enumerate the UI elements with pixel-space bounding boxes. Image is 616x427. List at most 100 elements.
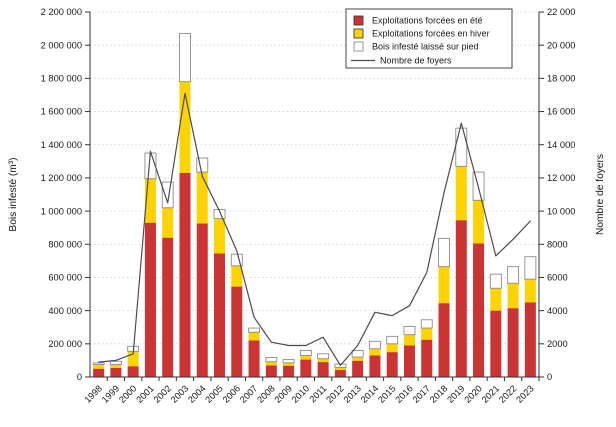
bar-segment-2007-series3	[248, 327, 261, 333]
bar-segment-2004-series1	[196, 223, 208, 377]
bar-segment-2007-series2	[248, 332, 260, 341]
bar-segment-2007-series1	[248, 340, 260, 377]
x-tick-label-2020: 2020	[462, 383, 484, 405]
bar-segment-2022-series3	[507, 266, 520, 284]
bar-segment-2015-series2	[386, 343, 398, 353]
bar-segment-2002-series3	[161, 181, 174, 209]
x-tick-label-2017: 2017	[411, 383, 433, 405]
y-tick-label-left: 200 000	[48, 339, 82, 349]
bar-segment-2014-series3	[368, 340, 381, 350]
bar-segment-2004-series3	[196, 157, 209, 173]
x-tick-label-2018: 2018	[428, 383, 450, 405]
x-tick-label-2008: 2008	[255, 383, 277, 405]
y-tick-label-left: 400 000	[48, 306, 82, 316]
y-tick-label-right: 4000	[547, 306, 568, 316]
y-tick-label-left: 1 600 000	[41, 107, 82, 117]
y-tick-label-right: 18 000	[547, 74, 575, 84]
foyers-line	[97, 92, 532, 366]
bar-segment-2010-series2	[300, 355, 312, 360]
x-tick-label-2013: 2013	[342, 383, 364, 405]
x-tick-label-2007: 2007	[238, 383, 260, 405]
x-tick-label-2019: 2019	[445, 383, 467, 405]
bar-segment-2020-series2	[473, 200, 485, 244]
legend-swatch-3	[353, 41, 364, 52]
bar-segment-2003-series1	[179, 172, 191, 377]
bar-segment-2016-series1	[403, 345, 415, 377]
bar-segment-2010-series3	[299, 350, 312, 356]
bar-segment-2008-series3	[265, 356, 278, 363]
bar-segment-2005-series1	[214, 253, 226, 377]
bar-segment-2000-series2	[127, 351, 139, 367]
x-tick-label-2011: 2011	[308, 383, 329, 404]
bar-segment-1998-series3	[92, 362, 105, 366]
bar-segment-2021-series1	[490, 310, 502, 377]
bar-segment-2003-series2	[179, 81, 191, 173]
x-tick-label-2015: 2015	[376, 383, 398, 405]
legend-label-1: Exploitations forcées en été	[372, 16, 483, 26]
x-tick-label-1999: 1999	[100, 383, 122, 405]
x-tick-label-2022: 2022	[497, 383, 519, 405]
bar-segment-2018-series2	[438, 266, 450, 304]
bar-segment-2022-series2	[507, 283, 519, 309]
legend-swatch-2	[353, 28, 364, 39]
x-tick-label-2005: 2005	[203, 383, 225, 405]
bar-segment-1999-series2	[110, 364, 122, 368]
x-tick-label-2023: 2023	[514, 383, 536, 405]
bar-segment-2015-series3	[386, 335, 399, 345]
x-tick-label-2014: 2014	[359, 383, 381, 405]
y-tick-label-left: 600 000	[48, 273, 82, 283]
x-tick-label-2021: 2021	[480, 383, 502, 405]
y-tick-label-right: 8000	[547, 239, 568, 249]
bar-segment-1999-series1	[110, 367, 122, 377]
bar-segment-2016-series3	[403, 325, 416, 336]
bar-segment-2009-series3	[282, 359, 295, 364]
y-tick-label-left: 800 000	[48, 239, 82, 249]
legend-label-3: Bois infesté laissé sur pied	[372, 42, 479, 52]
bar-segment-1998-series2	[93, 364, 105, 369]
x-tick-label-2006: 2006	[221, 383, 243, 405]
legend-box	[345, 8, 513, 69]
bar-segment-2005-series3	[213, 208, 226, 220]
legend-swatch-1	[353, 15, 364, 26]
bar-segment-2006-series2	[231, 265, 243, 287]
bar-segment-1999-series3	[109, 360, 122, 366]
bar-segment-2013-series3	[351, 350, 364, 358]
y-tick-label-right: 16 000	[547, 107, 575, 117]
bar-segment-2006-series1	[231, 286, 243, 377]
y-axis-title-left: Bois infesté (m³)	[8, 157, 19, 231]
x-tick-label-2003: 2003	[169, 383, 191, 405]
bar-segment-2002-series2	[162, 207, 174, 238]
x-tick-label-2004: 2004	[186, 383, 208, 405]
y-tick-label-right: 12 000	[547, 173, 575, 183]
y-tick-label-left: 1 800 000	[41, 74, 82, 84]
bar-segment-2019-series3	[455, 127, 468, 167]
bar-segment-2013-series2	[352, 357, 364, 361]
bar-segment-2003-series3	[179, 33, 191, 83]
bar-segment-2011-series2	[317, 358, 329, 363]
bar-segment-2005-series2	[214, 218, 226, 254]
x-tick-label-2009: 2009	[272, 383, 294, 405]
y-tick-label-right: 20 000	[547, 40, 575, 50]
x-tick-label-2010: 2010	[290, 383, 312, 405]
bar-segment-2008-series2	[265, 361, 277, 366]
bar-segment-2023-series2	[524, 279, 536, 303]
y-tick-label-left: 2 200 000	[41, 7, 82, 17]
bar-segment-2001-series2	[144, 178, 156, 223]
bar-segment-2020-series1	[473, 243, 485, 377]
bar-segment-2017-series3	[420, 319, 433, 329]
y-tick-label-left: 2 000 000	[41, 40, 82, 50]
bar-segment-2021-series3	[489, 273, 502, 289]
bar-segment-2023-series1	[524, 302, 536, 377]
x-tick-label-2002: 2002	[152, 383, 174, 405]
bar-segment-2011-series3	[317, 353, 330, 360]
bar-segment-2017-series2	[421, 328, 433, 340]
legend-label-4: Nombre de foyers	[380, 56, 452, 66]
y-tick-label-right: 10 000	[547, 206, 575, 216]
y-axis-title-right: Nombre de foyers	[595, 154, 606, 235]
y-tick-label-left: 0	[77, 372, 82, 382]
bar-segment-2001-series1	[144, 222, 156, 377]
bar-segment-2010-series1	[300, 359, 312, 377]
bar-segment-2006-series3	[230, 253, 243, 267]
